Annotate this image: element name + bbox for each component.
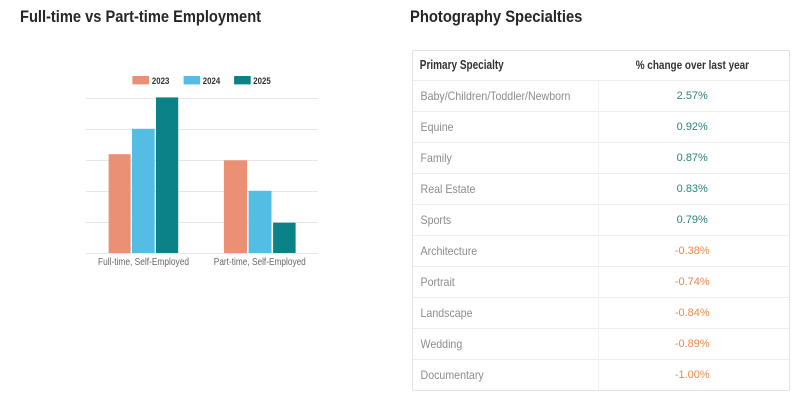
svg-text:2025: 2025	[253, 76, 271, 87]
svg-text:Full-time, Self-Employed: Full-time, Self-Employed	[98, 257, 189, 268]
svg-text:Part-time, Self-Employed: Part-time, Self-Employed	[214, 257, 306, 268]
svg-text:2023: 2023	[152, 76, 169, 87]
svg-text:2024: 2024	[203, 76, 221, 87]
